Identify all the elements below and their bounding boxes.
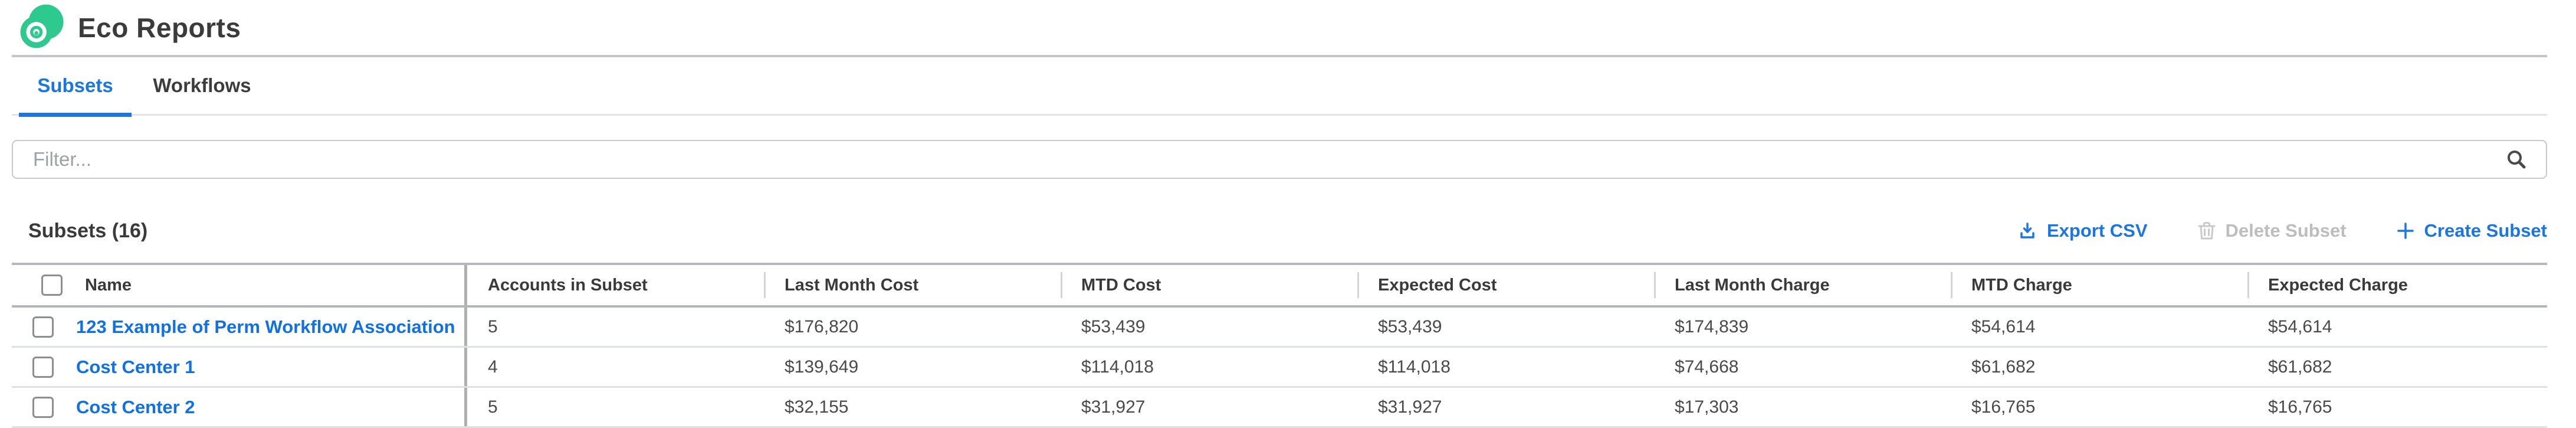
cell-name: Cost Center 1 [12, 348, 467, 386]
column-header-last-month-cost: Last Month Cost [764, 265, 1061, 305]
cell-mtd-cost: $53,439 [1081, 316, 1146, 336]
subsets-count-heading: Subsets (16) [28, 219, 148, 242]
tab-workflows-label: Workflows [153, 74, 251, 96]
cell-last-month-cost: $176,820 [785, 316, 859, 336]
create-subset-button[interactable]: Create Subset [2396, 220, 2547, 241]
cell-last-month-charge: $74,668 [1675, 357, 1739, 377]
column-header-accounts: Accounts in Subset [488, 275, 648, 295]
column-header-expected-charge: Expected Charge [2247, 265, 2544, 305]
page-title: Eco Reports [78, 12, 241, 43]
plus-icon [2396, 221, 2415, 240]
row-checkbox[interactable] [32, 316, 54, 338]
cell-last-month-cost: $32,155 [785, 397, 849, 417]
cell-expected-cost: $53,439 [1378, 316, 1442, 336]
cell-mtd-charge: $61,682 [1971, 357, 2036, 377]
download-icon [2017, 221, 2037, 241]
filter-bar [12, 140, 2547, 179]
column-header-mtd-charge: MTD Charge [1951, 265, 2247, 305]
cell-expected-charge: $16,765 [2268, 397, 2332, 417]
cell-last-month-cost: $139,649 [785, 357, 859, 377]
filter-input[interactable] [13, 141, 2505, 178]
table-row: 123 Example of Perm Workflow Association… [12, 308, 2547, 348]
search-icon [2505, 148, 2528, 171]
tab-bar: Subsets Workflows [12, 57, 2547, 117]
column-header-last-month-charge: Last Month Charge [1654, 265, 1951, 305]
eco-logo-icon [20, 4, 64, 48]
tab-subsets-label: Subsets [37, 74, 113, 96]
cell-name: Cost Center 2 [12, 388, 467, 426]
subsets-table: Name Accounts in Subset Last Month Cost … [12, 263, 2547, 428]
row-checkbox[interactable] [32, 396, 54, 418]
export-csv-label: Export CSV [2046, 220, 2148, 241]
cell-expected-cost: $114,018 [1378, 357, 1451, 377]
select-all-checkbox[interactable] [41, 275, 63, 296]
cell-accounts: 5 [488, 397, 498, 417]
column-header-expected-cost: Expected Cost [1357, 265, 1654, 305]
table-row: Cost Center 1 4 $139,649 $114,018 $114,0… [12, 348, 2547, 388]
cell-name: 123 Example of Perm Workflow Association [12, 308, 467, 346]
table-row: Cost Center 2 5 $32,155 $31,927 $31,927 … [12, 388, 2547, 428]
toolbar-actions: Export CSV Delete Subset Create Subset [2017, 220, 2547, 241]
delete-subset-label: Delete Subset [2225, 220, 2347, 241]
app-header: Eco Reports [12, 0, 2547, 57]
subset-name-link[interactable]: 123 Example of Perm Workflow Association [76, 316, 455, 337]
row-checkbox[interactable] [32, 356, 54, 378]
cell-mtd-cost: $31,927 [1081, 397, 1146, 417]
column-header-name: Name [12, 265, 467, 305]
export-csv-button[interactable]: Export CSV [2017, 220, 2148, 241]
subsets-toolbar: Subsets (16) Export CSV Delet [28, 217, 2547, 245]
trash-icon [2197, 221, 2216, 241]
delete-subset-button[interactable]: Delete Subset [2197, 220, 2347, 241]
tab-subsets[interactable]: Subsets [19, 57, 132, 117]
cell-accounts: 5 [488, 316, 498, 336]
cell-expected-charge: $61,682 [2268, 357, 2332, 377]
cell-mtd-charge: $16,765 [1971, 397, 2036, 417]
cell-mtd-cost: $114,018 [1081, 357, 1154, 377]
cell-last-month-charge: $17,303 [1675, 397, 1739, 417]
subset-name-link[interactable]: Cost Center 1 [76, 356, 195, 377]
subset-name-link[interactable]: Cost Center 2 [76, 396, 195, 417]
cell-last-month-charge: $174,839 [1675, 316, 1749, 336]
cell-mtd-charge: $54,614 [1971, 316, 2036, 336]
table-header-row: Name Accounts in Subset Last Month Cost … [12, 265, 2547, 308]
cell-expected-charge: $54,614 [2268, 316, 2332, 336]
cell-expected-cost: $31,927 [1378, 397, 1442, 417]
column-header-mtd-cost: MTD Cost [1061, 265, 1357, 305]
cell-accounts: 4 [488, 357, 498, 377]
column-header-name-label: Name [85, 275, 132, 295]
tab-workflows[interactable]: Workflows [146, 57, 258, 114]
create-subset-label: Create Subset [2424, 220, 2547, 241]
